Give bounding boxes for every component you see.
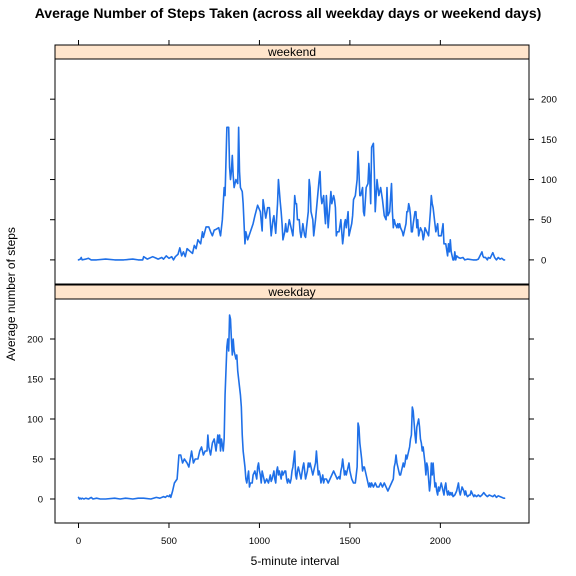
y-tick-label-weekend: 100 [541, 175, 557, 186]
chart-title: Average Number of Steps Taken (across al… [35, 5, 542, 21]
y-axis-title: Average number of steps [4, 227, 18, 361]
y-tick-label-weekday: 100 [27, 415, 43, 426]
y-tick-label-weekend: 0 [541, 255, 546, 266]
x-tick-label: 500 [161, 536, 177, 547]
strip-label-weekend: weekend [267, 45, 316, 59]
y-tick-label-weekend: 150 [541, 135, 557, 146]
x-axis-title: 5-minute interval [251, 554, 340, 568]
y-tick-label-weekday: 150 [27, 375, 43, 386]
x-tick-label: 2000 [430, 536, 451, 547]
panel-frame-weekday [54, 298, 530, 524]
series-line-weekday [77, 314, 506, 500]
y-tick-label-weekday: 200 [27, 335, 43, 346]
y-tick-label-weekday: 50 [32, 455, 43, 466]
panel-weekday: weekday 0 50 100 150 200 [27, 284, 534, 524]
x-tick-label: 1000 [249, 536, 270, 547]
x-tick-label: 1500 [339, 536, 360, 547]
y-tick-label-weekend: 50 [541, 215, 552, 226]
y-tick-label-weekday: 0 [38, 495, 43, 506]
panel-weekend: weekend 0 50 100 150 200 [50, 44, 557, 285]
strip-label-weekday: weekday [267, 285, 315, 299]
x-tick-label: 0 [76, 536, 81, 547]
series-line-weekend [77, 126, 506, 261]
y-tick-label-weekend: 200 [541, 95, 557, 106]
panel-frame-weekend [54, 58, 530, 285]
